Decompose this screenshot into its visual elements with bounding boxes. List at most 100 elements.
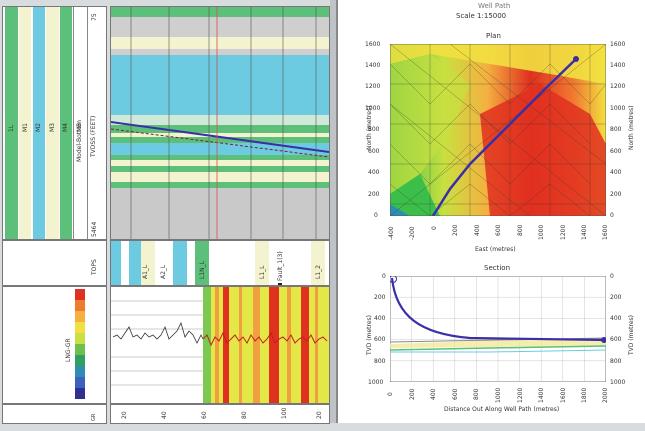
color-scale-swatch (75, 333, 85, 344)
section-xtick: 1600 (560, 387, 567, 403)
x-tick-1: 20 (121, 411, 128, 419)
plan-ytick-r: 200 (610, 191, 622, 198)
curve-column-2[interactable] (19, 7, 31, 239)
vertical-splitter[interactable] (330, 0, 336, 423)
plan-ytick: 200 (368, 191, 380, 198)
section-xtick: 0 (387, 392, 394, 396)
x-tick-3: 60 (201, 411, 208, 419)
top-label-3: L1N_L (199, 261, 206, 279)
curve-header-track: 1L M1 M2 M3 M4 M5 Model-Bottom TVDSS (FE… (2, 6, 107, 240)
section-xtick: 1400 (538, 387, 545, 403)
top-marker-7[interactable] (311, 241, 325, 285)
plan-xtick: 1200 (560, 224, 567, 240)
top-marker-5[interactable] (195, 241, 209, 285)
x-tick-2: 40 (161, 411, 168, 419)
plan-ytick: 0 (374, 212, 378, 219)
section-ytick: 800 (374, 358, 386, 365)
section-xtick: 400 (430, 388, 437, 400)
plan-xtick: 400 (474, 224, 481, 236)
top-marker-2[interactable] (129, 241, 141, 285)
x-tick-6: 20 (316, 411, 323, 419)
plan-xtick: -400 (388, 226, 395, 240)
plan-ytick: 1400 (365, 62, 381, 69)
well-path-title: Well Path (478, 2, 511, 10)
plan-ytick-r: 1200 (610, 83, 626, 90)
plan-ytick: 1600 (365, 41, 381, 48)
curve-column-4[interactable] (46, 7, 59, 239)
top-label-1: A1_L (142, 264, 149, 279)
curve-name-3: M2 (35, 123, 42, 132)
depth-bottom-value: 5464 (91, 221, 98, 237)
stratigraphy-panel[interactable] (110, 6, 330, 240)
curve-name-2: M1 (22, 123, 29, 132)
curve-name-1: 1L (8, 124, 15, 132)
curve-column-3[interactable] (33, 7, 45, 239)
curve-name-5: M4 (62, 123, 69, 132)
plan-xtick: -200 (409, 226, 416, 240)
depth-top-value: 75 (91, 13, 98, 21)
plan-xtick: 800 (517, 224, 524, 236)
tops-marker-track[interactable]: A1_L A2_L L1N_L L1_L Fault_1(3) L1_2 (110, 240, 330, 286)
plan-ytick: 1000 (365, 105, 381, 112)
section-ylabel-left: TVD (metres) (366, 314, 373, 355)
top-marker-1[interactable] (111, 241, 121, 285)
log-curve-svg (111, 287, 329, 403)
section-ytick: 600 (374, 336, 386, 343)
color-scale-swatch (75, 300, 85, 311)
plan-ylabel-right: North (metres) (628, 105, 635, 150)
tops-header-cell[interactable]: TOPS (2, 240, 107, 286)
section-ytick: 400 (374, 315, 386, 322)
top-label-5: Fault_1(3) (277, 251, 284, 281)
plan-contour-map[interactable] (390, 44, 606, 216)
depth-column (87, 7, 106, 239)
section-title: Section (484, 264, 511, 272)
curve-name-4: M3 (49, 123, 56, 132)
plan-ytick: 800 (368, 126, 380, 133)
section-xtick: 200 (409, 388, 416, 400)
plan-title: Plan (486, 32, 501, 40)
fault-marker[interactable] (278, 283, 282, 285)
plan-xtick: 0 (431, 226, 438, 230)
section-ytick-r: 200 (610, 294, 622, 301)
depth-label: TVDSS (FEET) (90, 115, 97, 157)
x-tick-5: 100 (281, 407, 288, 419)
log-scale-track: 20 40 60 80 100 20 (110, 404, 330, 424)
color-scale-bar (75, 289, 85, 399)
plan-xtick: 1000 (538, 224, 545, 240)
plan-xlabel: East (metres) (475, 246, 516, 253)
plan-ytick: 400 (368, 169, 380, 176)
top-label-4: L1_L (259, 265, 266, 279)
log-header-cell[interactable]: LNG-GR (2, 286, 107, 404)
curve-column-1[interactable] (5, 7, 18, 239)
well-path-panel[interactable]: Well Path Scale 1:15000 Plan (336, 0, 645, 423)
plan-xtick: 200 (452, 224, 459, 236)
color-scale-swatch (75, 355, 85, 366)
color-scale-swatch (75, 377, 85, 388)
section-xlabel: Distance Out Along Well Path (metres) (444, 406, 560, 413)
section-ytick: 1000 (368, 379, 384, 386)
plan-ytick-r: 1000 (610, 105, 626, 112)
top-marker-4[interactable] (173, 241, 187, 285)
plan-xtick: 1400 (581, 224, 588, 240)
top-label-2: A2_L (160, 264, 167, 279)
index-label: Model-Bottom (76, 120, 83, 162)
top-marker-3[interactable] (141, 241, 155, 285)
plan-ytick-r: 800 (610, 126, 622, 133)
section-xtick: 1200 (517, 387, 524, 403)
plan-ytick-r: 1400 (610, 62, 626, 69)
section-xtick: 800 (473, 388, 480, 400)
well-path-scale: Scale 1:15000 (456, 12, 507, 20)
section-ytick-r: 1000 (610, 379, 626, 386)
section-ytick: 200 (374, 294, 386, 301)
color-scale-swatch (75, 388, 85, 399)
log-curve-track[interactable] (110, 286, 330, 404)
color-scale-swatch (75, 322, 85, 333)
section-ytick-r: 600 (610, 336, 622, 343)
curve-column-6[interactable] (73, 7, 86, 239)
top-marker-6[interactable] (255, 241, 269, 285)
section-ytick: 0 (382, 273, 386, 280)
scale-header-label: GR (91, 413, 97, 421)
curve-column-5[interactable] (60, 7, 72, 239)
section-xtick: 1800 (581, 387, 588, 403)
section-profile[interactable] (390, 276, 606, 382)
